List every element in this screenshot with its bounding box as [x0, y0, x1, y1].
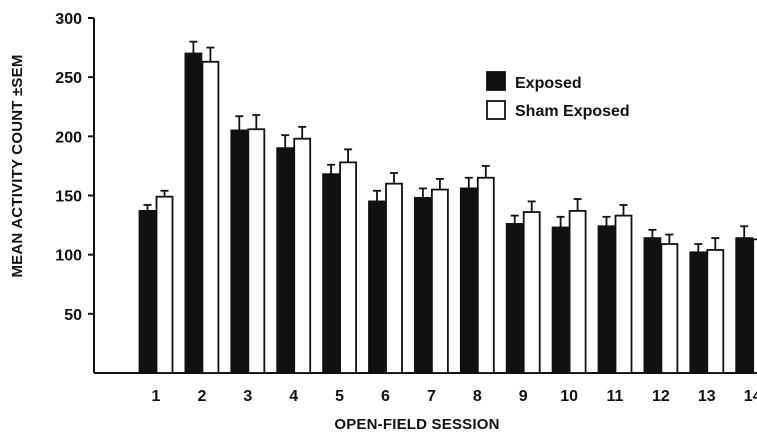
legend-swatch-sham-exposed	[486, 100, 506, 120]
bar-group	[689, 237, 725, 374]
bar-group	[505, 200, 541, 374]
exposed-bar	[459, 187, 478, 374]
exposed-bar	[597, 225, 616, 374]
sham-exposed-bar	[247, 128, 266, 374]
bar-group	[138, 189, 174, 374]
bar-group	[230, 114, 266, 374]
exposed-bar	[689, 251, 708, 374]
exposed-bar	[551, 226, 570, 374]
x-tick-label: 10	[560, 388, 578, 405]
x-tick-labels: 1234567891011121314	[152, 388, 757, 405]
bar-group	[413, 178, 449, 374]
sham-exposed-bar	[706, 249, 725, 374]
sham-exposed-bar	[385, 182, 403, 374]
y-tick-label: 300	[55, 11, 82, 28]
sham-exposed-bar	[339, 161, 358, 374]
sham-exposed-bar	[201, 60, 220, 374]
x-tick-label: 12	[652, 388, 670, 405]
bar-group	[184, 40, 220, 374]
sham-exposed-bar	[522, 211, 541, 374]
x-tick-label: 5	[335, 388, 344, 405]
bar-groups	[138, 40, 757, 374]
exposed-bar	[735, 237, 754, 374]
exposed-bar	[184, 52, 203, 374]
legend-label-exposed: Exposed	[515, 75, 582, 92]
x-tick-label: 14	[744, 388, 757, 405]
x-tick-label: 6	[381, 388, 390, 405]
y-tick-label: 200	[55, 129, 82, 146]
x-tick-label: 2	[197, 388, 206, 405]
x-tick-label: 9	[519, 388, 528, 405]
bar-group	[276, 125, 312, 374]
exposed-bar	[138, 209, 157, 374]
exposed-bar	[505, 222, 524, 374]
exposed-bar	[322, 173, 341, 374]
x-tick-label: 4	[289, 388, 298, 405]
exposed-bar	[643, 237, 662, 374]
sham-exposed-bar	[568, 209, 587, 374]
exposed-bar	[230, 129, 249, 374]
sham-exposed-bar	[614, 214, 633, 374]
sham-exposed-bar	[660, 243, 679, 374]
bar-group	[735, 225, 757, 374]
x-tick-label: 13	[698, 388, 716, 405]
x-tick-label: 7	[427, 388, 436, 405]
sham-exposed-bar	[752, 238, 757, 374]
bar-group	[597, 204, 633, 374]
legend-swatch-exposed	[486, 71, 506, 91]
bar-group	[322, 148, 358, 374]
bar-group	[643, 228, 679, 374]
x-tick-label: 11	[607, 388, 624, 405]
y-axis-title: MEAN ACTIVITY COUNT ±SEM	[9, 54, 26, 277]
sham-exposed-bar	[155, 195, 174, 374]
sham-exposed-bar	[476, 176, 495, 374]
x-tick-label: 8	[473, 388, 482, 405]
y-tick-label: 100	[55, 248, 82, 265]
exposed-bar	[368, 200, 386, 374]
exposed-bar	[276, 147, 295, 374]
y-tick-label: 50	[64, 307, 82, 324]
bar-group	[459, 165, 495, 374]
legend-label-sham-exposed: Sham Exposed	[515, 103, 630, 120]
sham-exposed-bar	[430, 188, 449, 374]
bar-group	[368, 172, 403, 374]
x-tick-label: 1	[152, 388, 161, 405]
bar-group	[551, 198, 587, 374]
x-tick-label: 3	[243, 388, 252, 405]
y-tick-label: 250	[55, 70, 82, 87]
x-axis-title: OPEN-FIELD SESSION	[334, 416, 499, 433]
y-tick-label: 150	[55, 189, 82, 206]
exposed-bar	[413, 196, 432, 374]
sham-exposed-bar	[293, 137, 312, 374]
legend: Exposed Sham Exposed	[486, 71, 630, 120]
